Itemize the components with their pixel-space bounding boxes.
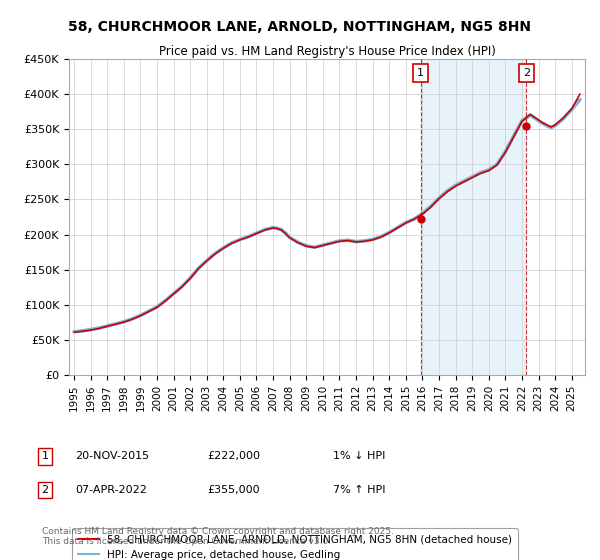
Text: Contains HM Land Registry data © Crown copyright and database right 2025.
This d: Contains HM Land Registry data © Crown c… [42,526,394,546]
Text: £222,000: £222,000 [207,451,260,461]
Text: 20-NOV-2015: 20-NOV-2015 [75,451,149,461]
Text: 1% ↓ HPI: 1% ↓ HPI [333,451,385,461]
Text: 1: 1 [417,68,424,78]
Text: 7% ↑ HPI: 7% ↑ HPI [333,485,386,495]
Legend: 58, CHURCHMOOR LANE, ARNOLD, NOTTINGHAM, NG5 8HN (detached house), HPI: Average : 58, CHURCHMOOR LANE, ARNOLD, NOTTINGHAM,… [71,529,518,560]
Text: 07-APR-2022: 07-APR-2022 [75,485,147,495]
Text: 2: 2 [523,68,530,78]
Title: Price paid vs. HM Land Registry's House Price Index (HPI): Price paid vs. HM Land Registry's House … [158,45,496,58]
Text: 58, CHURCHMOOR LANE, ARNOLD, NOTTINGHAM, NG5 8HN: 58, CHURCHMOOR LANE, ARNOLD, NOTTINGHAM,… [68,20,532,34]
Text: 1: 1 [41,451,49,461]
Text: £355,000: £355,000 [207,485,260,495]
Text: 2: 2 [41,485,49,495]
